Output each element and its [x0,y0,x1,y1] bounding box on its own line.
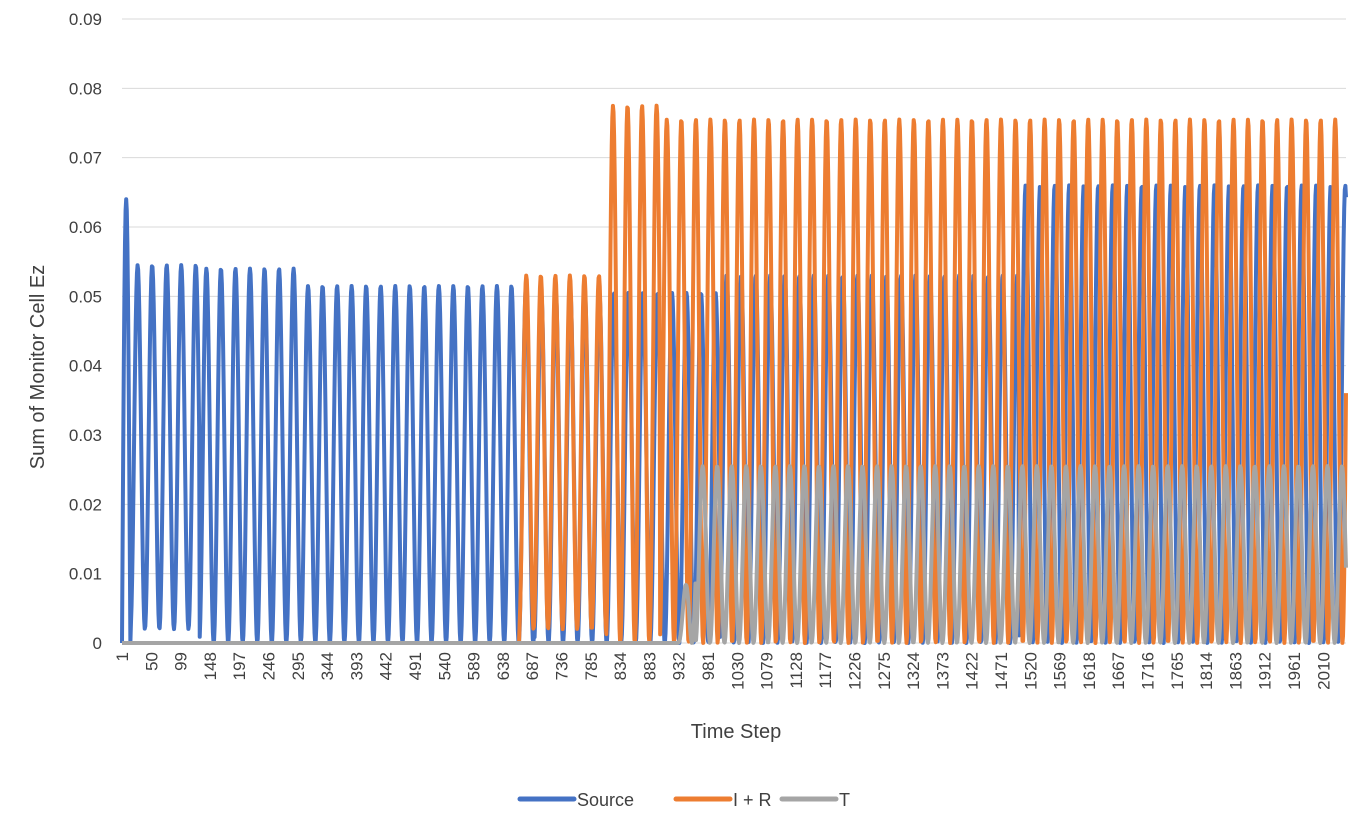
x-tick-label: 344 [318,652,337,680]
x-tick-label: 883 [640,652,659,680]
x-tick-label: 393 [347,652,366,680]
x-tick-label: 1618 [1080,652,1099,690]
legend-label: T [839,790,850,810]
x-tick-label: 736 [552,652,571,680]
x-tick-label: 1765 [1168,652,1187,690]
series-line-2 [120,464,1348,645]
x-tick-label: 638 [494,652,513,680]
legend: Source I + R T [517,790,850,810]
legend-label: Source [577,790,634,810]
y-tick-label: 0.03 [69,426,102,445]
x-tick-label: 246 [259,652,278,680]
y-tick-label: 0.06 [69,218,102,237]
x-tick-label: 687 [523,652,542,680]
x-tick-label: 295 [289,652,308,680]
y-tick-label: 0 [93,634,102,653]
x-tick-label: 1961 [1285,652,1304,690]
x-tick-label: 1471 [992,652,1011,690]
x-tick-label: 1373 [933,652,952,690]
x-tick-label: 1 [113,652,132,661]
x-tick-label: 1716 [1138,652,1157,690]
x-tick-label: 1275 [875,652,894,690]
y-tick-label: 0.09 [69,10,102,29]
series-lines [120,103,1348,645]
x-tick-label: 1128 [787,652,806,689]
x-axis-title: Time Step [691,721,781,743]
x-tick-label: 834 [611,652,630,680]
x-tick-label: 589 [465,652,484,680]
y-tick-label: 0.04 [69,357,102,376]
x-tick-label: 148 [201,652,220,680]
y-tick-label: 0.02 [69,495,102,514]
x-tick-label: 1177 [816,652,835,689]
x-tick-label: 1422 [963,652,982,690]
y-tick-label: 0.07 [69,149,102,168]
x-tick-label: 1863 [1226,652,1245,690]
y-axis-ticks: 0 0.01 0.02 0.03 0.04 0.05 0.06 0.07 0.08 0.09 [69,10,102,653]
x-tick-label: 50 [142,652,161,671]
x-tick-label: 99 [172,652,191,671]
x-tick-label: 1814 [1197,652,1216,690]
y-tick-label: 0.01 [69,565,102,584]
x-tick-label: 785 [582,652,601,680]
x-tick-label: 1030 [728,652,747,690]
y-tick-label: 0.05 [69,287,102,306]
x-tick-label: 1912 [1256,652,1275,690]
x-tick-label: 442 [377,652,396,680]
x-tick-label: 1226 [845,652,864,690]
y-tick-label: 0.08 [69,79,102,98]
x-tick-label: 197 [230,652,249,680]
y-axis-title: Sum of Monitor Cell Ez [27,265,49,470]
x-tick-label: 932 [670,652,689,680]
x-tick-label: 1324 [904,652,923,690]
x-tick-label: 491 [406,652,425,680]
x-tick-label: 2010 [1314,652,1333,690]
x-tick-label: 1079 [758,652,777,690]
x-axis-ticks: 1 50 99 148 197 246 295 344 393 442 491 540 589 638 68… [113,652,1333,690]
x-tick-label: 540 [435,652,454,680]
legend-label: I + R [733,790,772,810]
x-tick-label: 1667 [1109,652,1128,690]
x-tick-label: 1569 [1051,652,1070,690]
x-tick-label: 1520 [1021,652,1040,690]
x-tick-label: 981 [699,652,718,680]
